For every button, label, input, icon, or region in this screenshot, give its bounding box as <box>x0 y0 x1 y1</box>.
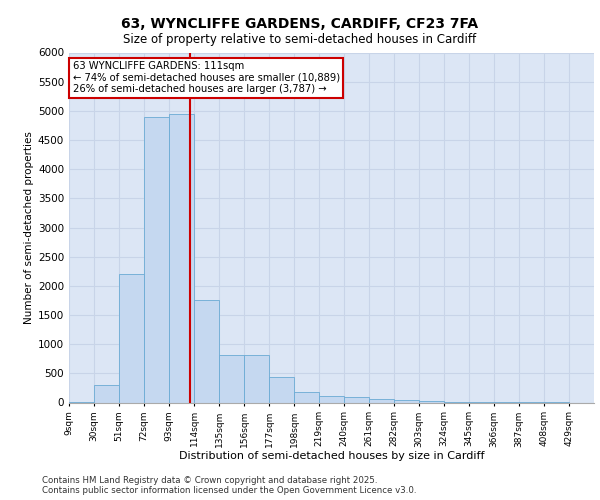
Text: 63 WYNCLIFFE GARDENS: 111sqm
← 74% of semi-detached houses are smaller (10,889)
: 63 WYNCLIFFE GARDENS: 111sqm ← 74% of se… <box>73 61 340 94</box>
Bar <box>244 354 269 403</box>
X-axis label: Distribution of semi-detached houses by size in Cardiff: Distribution of semi-detached houses by … <box>179 450 484 460</box>
Bar <box>269 378 294 402</box>
Bar <box>119 274 144 402</box>
Bar <box>319 396 344 402</box>
Bar <box>94 385 119 402</box>
Text: 63, WYNCLIFFE GARDENS, CARDIFF, CF23 7FA: 63, WYNCLIFFE GARDENS, CARDIFF, CF23 7FA <box>121 18 479 32</box>
Bar <box>344 397 369 402</box>
Bar <box>144 116 169 403</box>
Bar <box>169 114 194 403</box>
Y-axis label: Number of semi-detached properties: Number of semi-detached properties <box>24 131 34 324</box>
Bar <box>394 400 419 402</box>
Bar <box>194 300 219 402</box>
Text: Contains HM Land Registry data © Crown copyright and database right 2025.
Contai: Contains HM Land Registry data © Crown c… <box>42 476 416 495</box>
Bar <box>369 399 394 402</box>
Text: Size of property relative to semi-detached houses in Cardiff: Size of property relative to semi-detach… <box>124 32 476 46</box>
Bar <box>219 354 244 403</box>
Bar <box>294 392 319 402</box>
